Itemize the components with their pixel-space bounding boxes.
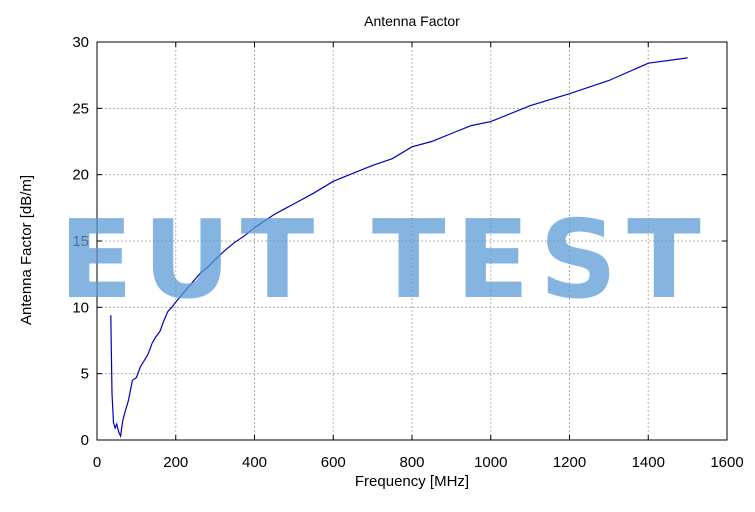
x-tick-label: 1200 [553, 454, 586, 471]
y-tick-label: 5 [81, 366, 89, 383]
y-axis-title: Antenna Factor [dB/m] [18, 175, 35, 325]
y-tick-label: 0 [81, 432, 89, 449]
x-tick-label: 1600 [710, 454, 743, 471]
y-tick-label: 10 [72, 299, 89, 316]
series-line [110, 57, 688, 439]
y-tick-label: 20 [72, 167, 89, 184]
x-tick-label: 1400 [632, 454, 665, 471]
x-tick-label: 200 [163, 454, 188, 471]
x-tick-label: 600 [321, 454, 346, 471]
x-tick-label: 0 [93, 454, 101, 471]
y-tick-label: 25 [72, 100, 89, 117]
x-tick-label: 400 [242, 454, 267, 471]
chart-title: Antenna Factor [364, 13, 460, 29]
watermark-text: EUT TEST [59, 198, 711, 323]
y-tick-label: 30 [72, 34, 89, 51]
y-tick-label: 15 [72, 233, 89, 250]
x-tick-label: 800 [399, 454, 424, 471]
axis-ticks [96, 41, 728, 441]
x-axis-title: Frequency [MHz] [355, 473, 469, 490]
grid [97, 42, 727, 440]
tick-labels: 0 200 400 600 800 1000 1200 1400 1600 0 5 10 15 20 25 3… [72, 34, 743, 471]
x-tick-label: 1000 [474, 454, 507, 471]
